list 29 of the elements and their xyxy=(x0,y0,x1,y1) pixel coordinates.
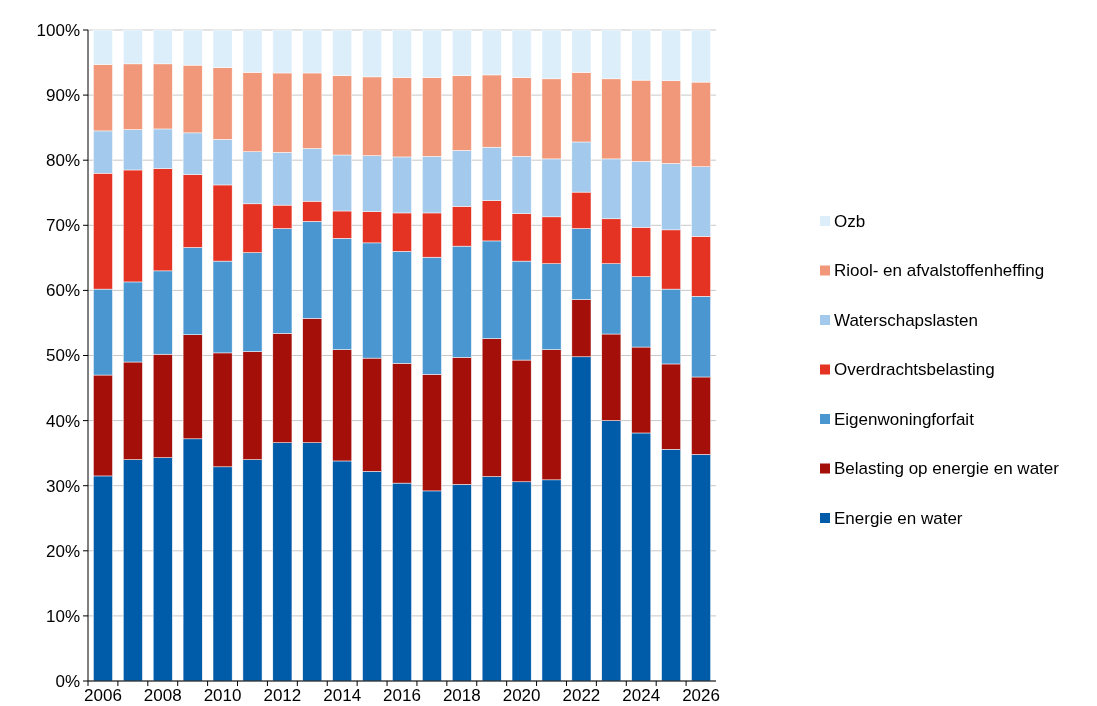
x-tick-label: 2010 xyxy=(203,686,242,705)
legend-label: Eigenwoningforfait xyxy=(834,409,975,429)
y-tick-label: 20% xyxy=(45,541,80,561)
x-tick-label: 2016 xyxy=(383,686,421,705)
legend-label: Energie en water xyxy=(834,508,963,528)
legend-label: Overdrachtsbelasting xyxy=(834,360,995,380)
legend-label: Belasting op energie en water xyxy=(834,459,1060,479)
y-tick-label: 80% xyxy=(45,151,80,171)
x-tick-label: 2022 xyxy=(562,686,601,705)
x-tick-label: 2014 xyxy=(323,686,362,705)
y-tick-label: 90% xyxy=(45,86,80,106)
y-tick-label: 40% xyxy=(45,411,80,431)
x-tick-label: 2024 xyxy=(622,686,661,705)
x-tick-label: 2026 xyxy=(682,686,720,705)
x-tick-label: 2020 xyxy=(502,686,541,705)
x-tick-label: 2018 xyxy=(442,686,481,705)
legend-label: Waterschapslasten xyxy=(834,310,978,330)
x-tick-label: 2008 xyxy=(143,686,182,705)
legend-label: Riool- en afvalstoffenheffing xyxy=(834,261,1045,281)
y-tick-label: 60% xyxy=(45,281,80,301)
y-tick-label: 10% xyxy=(45,606,80,626)
legend-label: Ozb xyxy=(834,211,866,231)
y-tick-label: 100% xyxy=(36,20,80,40)
y-tick-label: 50% xyxy=(45,346,80,366)
y-tick-label: 30% xyxy=(45,476,80,496)
x-tick-label: 2012 xyxy=(263,686,302,705)
y-tick-label: 70% xyxy=(45,216,80,236)
x-tick-label: 2006 xyxy=(84,686,122,705)
y-tick-label: 0% xyxy=(55,671,80,691)
